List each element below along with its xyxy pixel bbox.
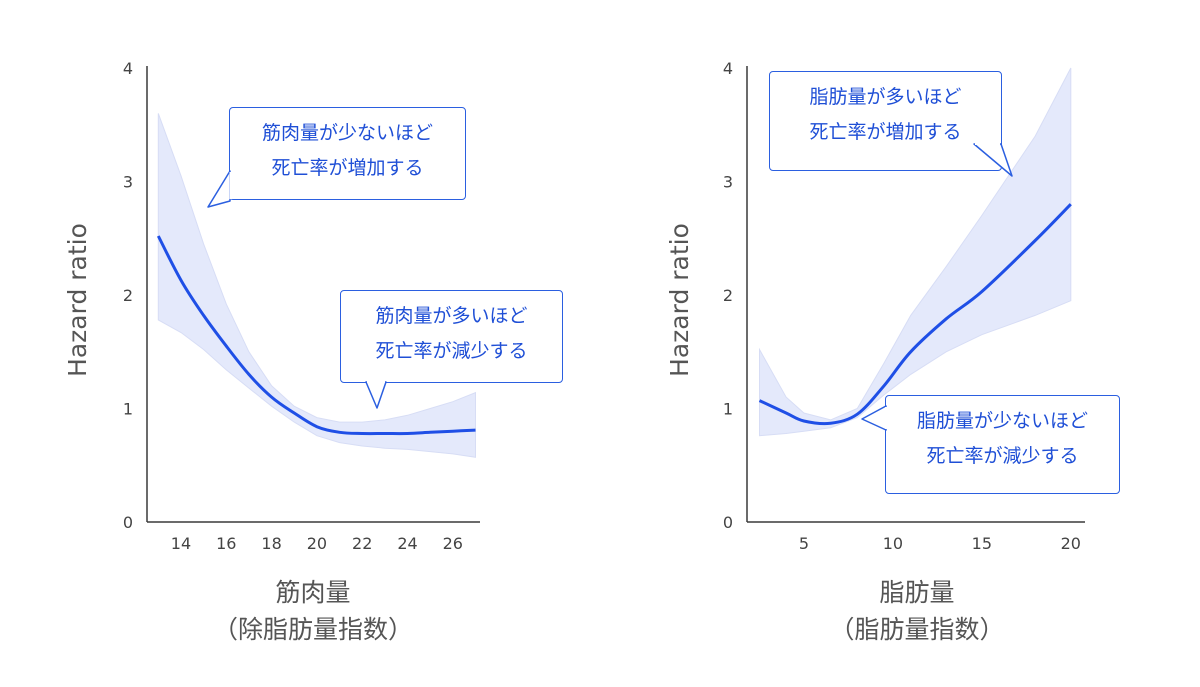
annotation-low-fat-line1: 脂肪量が少ないほど	[916, 410, 1088, 432]
x-tick-label: 22	[352, 534, 372, 553]
y-tick-label: 4	[723, 59, 733, 78]
x-axis-label: 脂肪量	[879, 578, 954, 607]
x-tick-label: 20	[1061, 534, 1081, 553]
annotation-low-muscle-pointer	[207, 170, 233, 208]
y-tick-label: 1	[723, 400, 733, 419]
annotation-high-fat: 脂肪量が多いほど 死亡率が増加する	[769, 71, 1002, 171]
y-tick-label: 0	[123, 513, 133, 532]
x-tick-label: 5	[799, 534, 809, 553]
x-axis-label: 筋肉量	[275, 578, 350, 607]
x-tick-label: 14	[171, 534, 191, 553]
annotation-high-muscle-line1: 筋肉量が多いほど	[375, 305, 528, 327]
annotation-low-fat-pointer	[861, 405, 888, 431]
annotation-high-fat-line1: 脂肪量が多いほど	[809, 86, 962, 108]
x-axis-sublabel: （脂肪量指数）	[829, 615, 1004, 644]
annotation-high-muscle: 筋肉量が多いほど 死亡率が減少する	[340, 290, 563, 383]
annotation-low-muscle-line2: 死亡率が増加する	[271, 157, 424, 179]
x-tick-label: 16	[216, 534, 236, 553]
annotation-low-fat-line2: 死亡率が減少する	[926, 445, 1079, 467]
x-tick-label: 26	[443, 534, 463, 553]
annotation-low-fat: 脂肪量が少ないほど 死亡率が減少する	[885, 395, 1120, 494]
chart-1: 0 1 2 3 4 14 16 18 20 22 24 26 Hazard ratio 筋肉量 （除脂肪量指…	[63, 59, 480, 644]
x-tick-label: 20	[307, 534, 327, 553]
y-tick-label: 2	[723, 286, 733, 305]
y-tick-label: 4	[123, 59, 133, 78]
x-tick-label: 24	[397, 534, 417, 553]
y-tick-label: 3	[723, 173, 733, 192]
y-axis-label: Hazard ratio	[63, 223, 92, 377]
annotation-high-muscle-line2: 死亡率が減少する	[375, 340, 528, 362]
x-tick-label: 10	[883, 534, 903, 553]
confidence-band	[157, 113, 476, 458]
x-axis-sublabel: （除脂肪量指数）	[213, 615, 413, 644]
y-tick-label: 3	[123, 173, 133, 192]
annotation-high-fat-line2: 死亡率が増加する	[809, 121, 962, 143]
y-tick-label: 2	[123, 286, 133, 305]
y-tick-label: 0	[723, 513, 733, 532]
x-tick-label: 18	[261, 534, 281, 553]
x-tick-label: 15	[972, 534, 992, 553]
annotation-high-muscle-pointer	[365, 380, 387, 409]
hazard-ratio-line	[758, 203, 1072, 426]
annotation-low-muscle: 筋肉量が少ないほど 死亡率が増加する	[229, 107, 466, 200]
annotation-high-fat-pointer	[973, 142, 1013, 177]
y-tick-label: 1	[123, 400, 133, 419]
chart-2: 0 1 2 3 4 5 10 15 20 Hazard ratio 脂肪量 （脂肪量指数）	[665, 59, 1085, 644]
y-axis-label: Hazard ratio	[665, 223, 694, 377]
annotation-low-muscle-line1: 筋肉量が少ないほど	[261, 122, 433, 144]
confidence-band	[759, 67, 1072, 437]
